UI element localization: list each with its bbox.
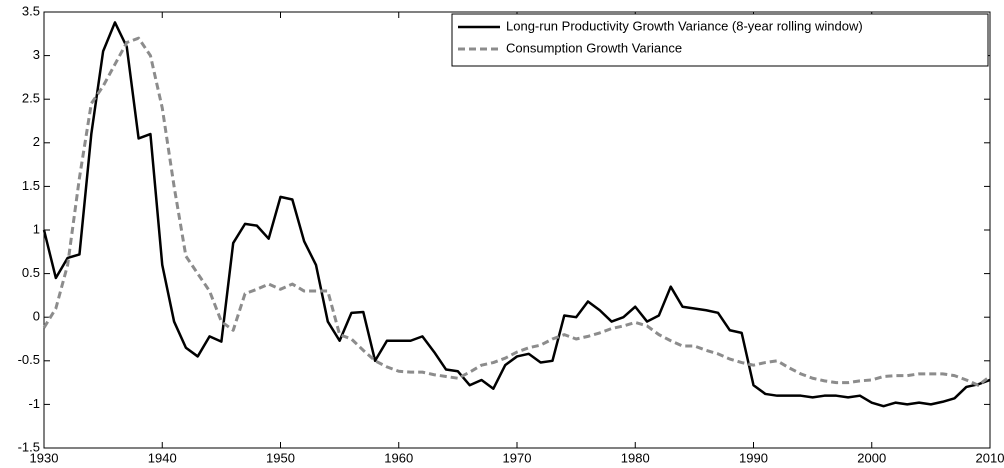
x-tick-label: 1970 <box>503 450 532 465</box>
x-tick-label: 1980 <box>621 450 650 465</box>
x-tick-label: 1930 <box>30 450 59 465</box>
y-tick-label: -1 <box>28 396 40 411</box>
y-tick-label: 1.5 <box>22 178 40 193</box>
legend-box <box>451 13 989 67</box>
legend-label: Consumption Growth Variance <box>506 40 682 55</box>
y-tick-label: 0 <box>33 309 40 324</box>
legend-label: Long-run Productivity Growth Variance (8… <box>506 18 863 33</box>
y-tick-label: 3.5 <box>22 3 40 18</box>
x-tick-label: 2010 <box>976 450 1004 465</box>
y-tick-label: 2.5 <box>22 91 40 106</box>
y-tick-label: -1.5 <box>18 439 40 454</box>
y-tick-label: -0.5 <box>18 352 40 367</box>
series-line <box>42 21 991 408</box>
series-line <box>42 36 991 387</box>
x-tick-label: 1960 <box>384 450 413 465</box>
y-tick-label: 1 <box>33 221 40 236</box>
y-tick-label: 3 <box>33 47 40 62</box>
x-tick-label: 1940 <box>148 450 177 465</box>
x-tick-label: 2000 <box>857 450 886 465</box>
x-tick-label: 1950 <box>266 450 295 465</box>
y-tick-label: 0.5 <box>22 265 40 280</box>
x-tick-label: 1990 <box>739 450 768 465</box>
y-tick-label: 2 <box>33 134 40 149</box>
